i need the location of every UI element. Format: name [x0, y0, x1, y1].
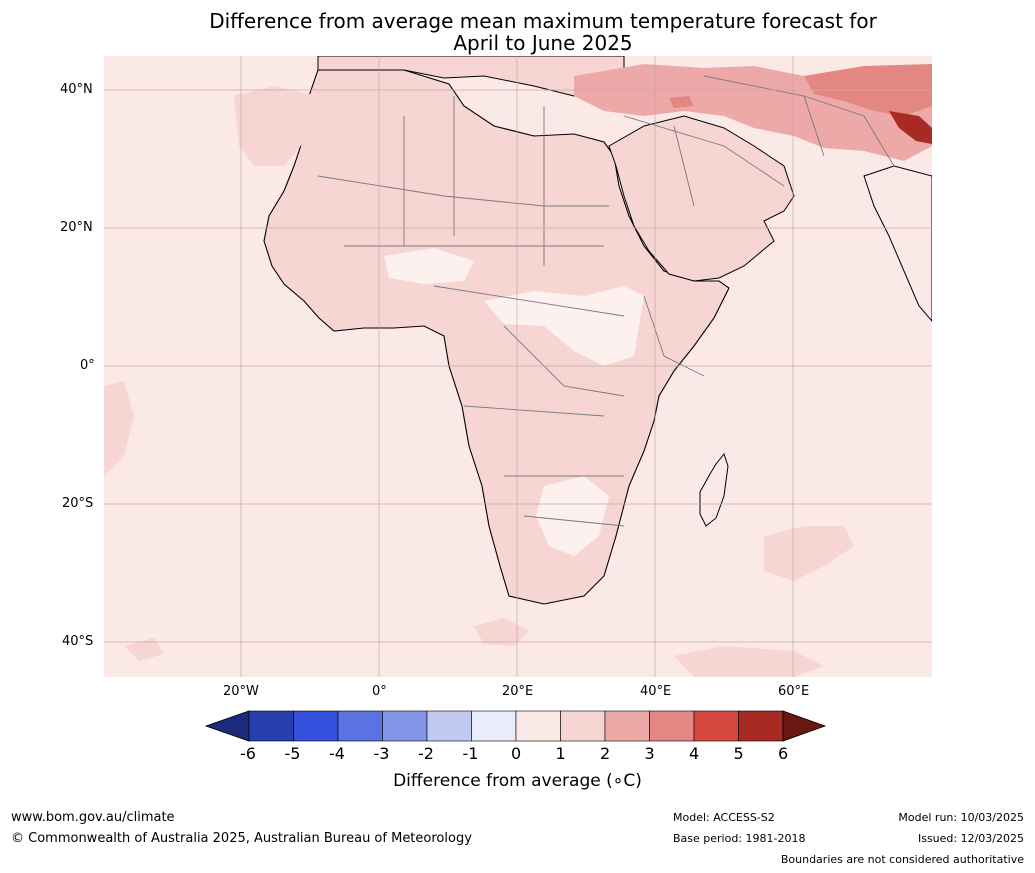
footer-website: www.bom.gov.au/climate — [11, 810, 175, 825]
colorbar-tick: -6 — [240, 744, 256, 763]
southern-europe — [317, 56, 625, 97]
colorbar-tick: 4 — [689, 744, 700, 763]
colorbar-tick: 0 — [511, 744, 522, 763]
footer-copyright: © Commonwealth of Australia 2025, Austra… — [11, 831, 472, 846]
map-canvas — [104, 56, 932, 677]
lat-label-0: 0° — [80, 358, 95, 373]
footer-base-period: Base period: 1981-2018 — [673, 832, 806, 845]
title-line-1: Difference from average mean maximum tem… — [209, 9, 877, 33]
lon-label-20e: 20°E — [502, 684, 534, 699]
colorbar-tick: -2 — [418, 744, 434, 763]
forecast-map — [104, 56, 932, 677]
colorbar-tick: -5 — [284, 744, 301, 763]
colorbar-segment — [560, 710, 606, 742]
low-anomaly-southern-africa — [536, 476, 609, 556]
colorbar-segment — [248, 710, 294, 742]
lat-label-20n: 20°N — [60, 220, 93, 235]
ocean-anomaly-patch-atlantic — [234, 86, 318, 166]
footer-model-run: Model run: 10/03/2025 — [898, 811, 1024, 824]
lon-label-60e: 60°E — [778, 684, 810, 699]
lat-label-40n: 40°N — [60, 82, 93, 97]
lat-label-40s: 40°S — [62, 634, 94, 649]
lat-label-20s: 20°S — [62, 496, 94, 511]
colorbar — [204, 710, 830, 742]
ocean-anomaly-patch-south — [474, 618, 529, 646]
colorbar-segment — [337, 710, 383, 742]
africa-landmass — [263, 65, 730, 605]
ocean-anomaly-patch-sw — [124, 638, 164, 661]
footer-disclaimer: Boundaries are not considered authoritat… — [780, 853, 1024, 866]
colorbar-tick: 3 — [644, 744, 655, 763]
anomaly-5-6-hotspot — [889, 111, 932, 144]
lon-label-20w: 20°W — [223, 684, 259, 699]
colorbar-label: Difference from average (∘C) — [393, 771, 642, 791]
colorbar-segment — [693, 710, 739, 742]
colorbar-svg — [204, 710, 827, 742]
colorbar-tick: -4 — [329, 744, 345, 763]
colorbar-tick: 5 — [733, 744, 744, 763]
lon-label-0: 0° — [372, 684, 387, 699]
colorbar-segment — [604, 710, 650, 742]
colorbar-extend-high — [782, 710, 827, 742]
map-title: Difference from average mean maximum tem… — [0, 10, 1035, 54]
lon-label-40e: 40°E — [640, 684, 672, 699]
ocean-anomaly-patch-southeast — [674, 646, 824, 677]
colorbar-segment — [293, 710, 339, 742]
low-anomaly-central-africa — [484, 286, 644, 366]
ocean-anomaly-patch-west — [104, 381, 134, 476]
footer-issued: Issued: 12/03/2025 — [917, 832, 1024, 845]
colorbar-tick: -3 — [373, 744, 390, 763]
colorbar-segment — [471, 710, 517, 742]
meridians — [240, 56, 794, 677]
footer-model: Model: ACCESS-S2 — [673, 811, 775, 824]
india-landmass — [863, 165, 932, 322]
colorbar-segment — [649, 710, 695, 742]
colorbar-segment — [515, 710, 561, 742]
ocean-anomaly-patch-east — [764, 526, 854, 581]
colorbar-tick: 2 — [600, 744, 611, 763]
low-anomaly-west-africa — [384, 248, 474, 284]
gridlines — [104, 89, 932, 643]
colorbar-segment — [738, 710, 784, 742]
colorbar-tick: 1 — [555, 744, 566, 763]
colorbar-tick: 6 — [778, 744, 789, 763]
title-line-2: April to June 2025 — [453, 31, 633, 55]
colorbar-segment — [382, 710, 428, 742]
colorbar-extend-low — [204, 710, 250, 742]
colorbar-tick: -1 — [462, 744, 479, 763]
anomaly-3-4-small-turkey — [669, 96, 694, 108]
colorbar-segment — [426, 710, 472, 742]
madagascar — [699, 452, 729, 527]
country-borders — [317, 75, 895, 527]
